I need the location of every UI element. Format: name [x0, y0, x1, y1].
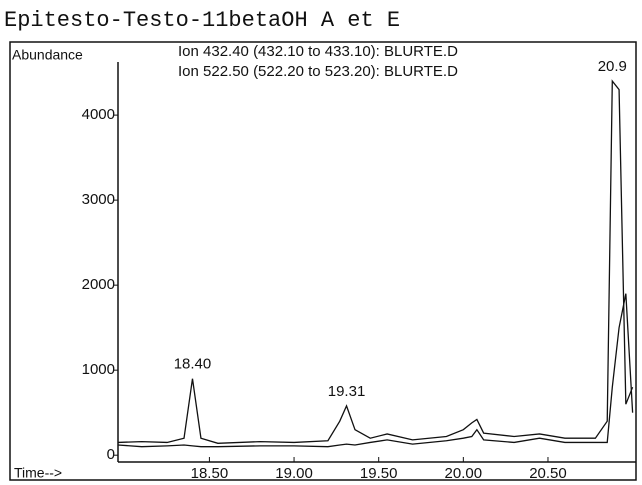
- peak-label: 19.31: [328, 383, 366, 400]
- y-tick-label: 2000: [82, 276, 115, 293]
- peak-label: 20.9: [598, 58, 627, 75]
- y-tick-label: 0: [107, 446, 115, 463]
- y-tick-label: 4000: [82, 106, 115, 123]
- series-line: [117, 293, 634, 448]
- y-tick-label: 1000: [82, 361, 115, 378]
- chart-title: Epitesto-Testo-11betaOH A et E: [4, 8, 400, 33]
- y-tick-label: 3000: [82, 191, 115, 208]
- y-axis-label: Abundance: [12, 47, 83, 63]
- legend-entry: Ion 522.50 (522.20 to 523.20): BLURTE.D: [178, 63, 458, 80]
- frame: [9, 41, 637, 481]
- x-tick-label: 20.50: [529, 465, 567, 482]
- peak-label: 18.40: [174, 356, 212, 373]
- x-tick-label: 19.50: [360, 465, 398, 482]
- x-tick-label: 19.00: [275, 465, 313, 482]
- series-line: [117, 79, 634, 444]
- x-axis-label: Time-->: [14, 465, 62, 481]
- x-tick-label: 18.50: [191, 465, 229, 482]
- x-tick-label: 20.00: [445, 465, 483, 482]
- legend-entry: Ion 432.40 (432.10 to 433.10): BLURTE.D: [178, 43, 458, 60]
